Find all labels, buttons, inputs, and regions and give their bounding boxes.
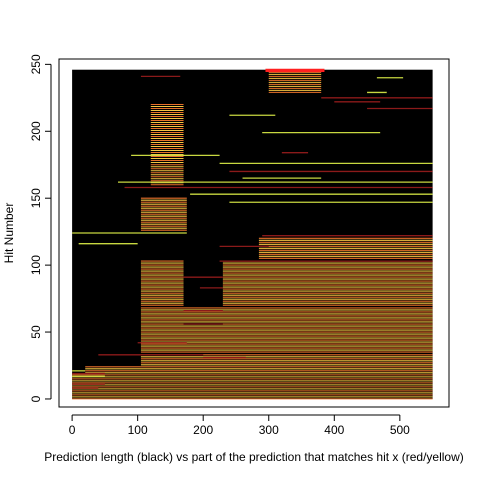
x-tick-label: 500: [390, 423, 410, 437]
plot-area: [72, 68, 433, 400]
x-tick-label: 200: [193, 423, 213, 437]
plot-frame: [58, 58, 450, 408]
y-tick-label: 0: [29, 395, 43, 402]
y-tick-label: 250: [29, 54, 43, 74]
x-tick-label: 400: [324, 423, 344, 437]
y-tick-label: 50: [29, 325, 43, 339]
x-axis-title: Prediction length (black) vs part of the…: [44, 450, 464, 464]
y-axis: 0 50 100 150 200 250: [29, 54, 52, 402]
y-axis-title: Hit Number: [2, 203, 16, 264]
x-tick-label: 300: [259, 423, 279, 437]
y-tick-label: 200: [29, 121, 43, 141]
x-tick-label: 100: [128, 423, 148, 437]
x-tick-label: 0: [69, 423, 76, 437]
y-tick-label: 150: [29, 188, 43, 208]
x-axis: 0 100 200 300 400 500: [69, 414, 410, 437]
y-tick-label: 100: [29, 255, 43, 275]
